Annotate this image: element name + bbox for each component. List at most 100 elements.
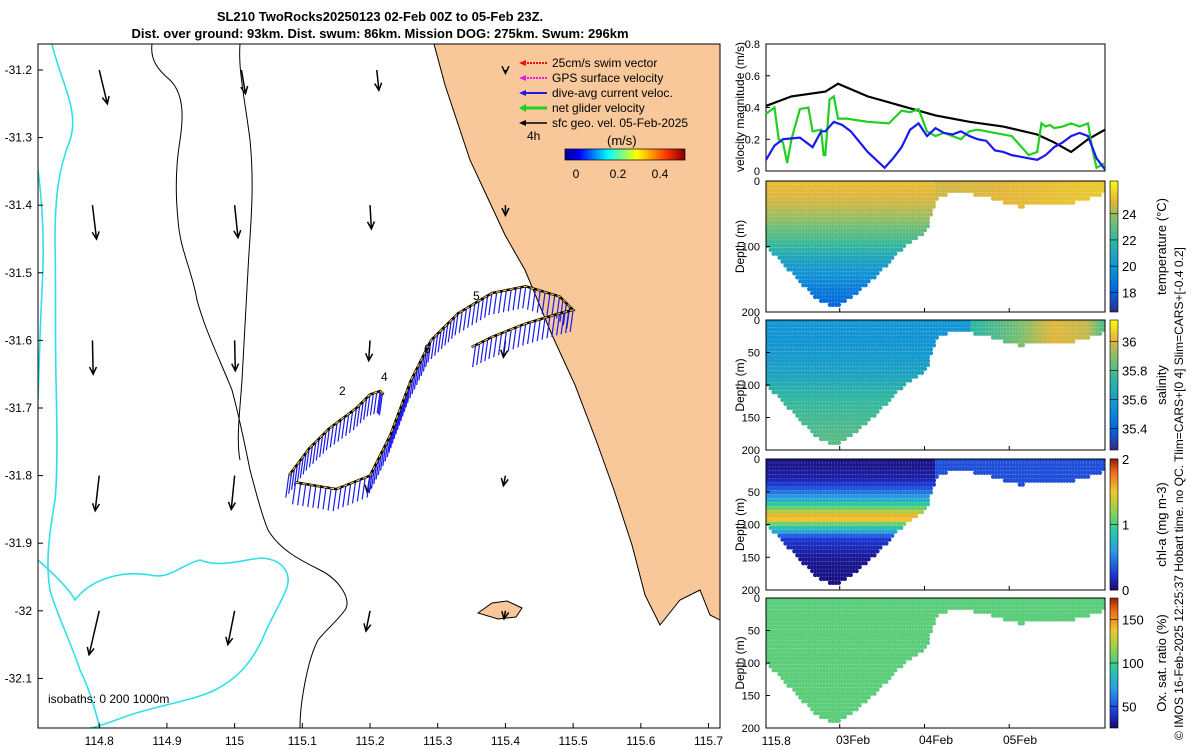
chla-sample [884,541,889,546]
current-vector [447,320,452,343]
current-vector [541,292,546,315]
salinity-depth-tick: 200 [742,445,760,457]
temperature-sample [836,302,842,307]
current-vector [305,448,310,471]
temperature-sample [925,223,931,229]
temperature-sample [884,263,889,268]
chla-sample [875,549,880,554]
salinity-depth-tick: 150 [742,413,760,425]
title-line-2: Dist. over ground: 93km. Dist. swum: 86k… [131,26,629,41]
temperature-sample [857,286,862,292]
temperature-sample [854,290,859,296]
current-vector [356,479,361,502]
chla-sample [857,564,862,570]
current-vector [315,438,320,461]
map-y-tick-label: -31.2 [5,63,33,77]
chla-sample [836,580,842,585]
salinity-sample [1100,323,1106,329]
map-legend: 25cm/s swim vector GPS surface velocity … [519,56,688,181]
vel-y-tick-label: 0 [754,166,760,178]
chla-sample [919,509,925,515]
salinity-sample [898,386,904,391]
glider-track [285,285,576,512]
current-vector [377,392,382,415]
current-vector [337,487,342,510]
current-vector [376,391,381,414]
geostrophic-velocity-arrows [86,65,510,657]
salinity-sample [907,378,913,383]
current-vector [329,425,334,448]
temperature-sample [887,259,892,264]
current-vector [302,452,307,475]
current-vector [332,489,337,512]
current-vector [480,340,485,364]
salinity-sample [1020,343,1025,348]
scale-label: 4h [527,129,540,143]
velocity-lines [765,82,1106,171]
geo-vel-arrow [225,610,236,647]
current-vector [352,407,358,431]
current-vector [551,314,556,337]
chla-sample [842,576,848,582]
chla-sample [907,517,913,523]
day-label-4: 4 [381,370,388,384]
current-vector [437,330,442,353]
chla-sample [931,478,937,483]
current-vector [333,422,338,445]
current-vector [497,291,503,314]
temperature-sample [878,267,883,272]
colorbar-tick-0: 0 [573,167,580,181]
chla-sample [922,505,928,511]
salinity-sample [872,413,877,418]
geo-vel-arrow [363,610,372,633]
salinity-sample [928,350,934,356]
vel-y-tick-label: 0.4 [745,103,760,115]
current-vector [349,410,354,433]
temperature-sample [934,196,939,201]
map-x-tick-label: 115.5 [559,734,588,748]
current-vector [378,393,384,416]
current-vector [522,286,527,309]
isobath-200m [151,44,348,728]
map-x-ticks: 114.8 114.9 115 115.1 115.2 115.3 115.4 115.5 11… [85,723,791,748]
salinity-sample [890,393,895,399]
map-x-tick-label: 114.9 [152,734,181,748]
current-vector [325,428,331,451]
temperature-sample [1085,196,1091,201]
current-vector [347,483,352,506]
geo-vel-arrow [364,340,374,363]
speed-colorbar [564,148,686,161]
velocity-series-1 [765,94,1106,170]
salinity-sample [863,421,868,426]
salinity-sample [842,436,848,442]
current-vector [454,313,459,336]
current-vector [322,487,327,510]
temperature-ylabel: Depth (m) [733,220,747,273]
temperature-sample [898,247,904,252]
chla-sample [898,525,904,530]
current-vector [359,401,364,424]
salinity-sample [943,331,948,336]
geo-vel-arrow [233,205,242,240]
salinity-sample [1100,319,1106,325]
salinity-depth-tick: 50 [748,348,760,360]
salinity-sample [878,405,883,410]
current-vector [512,327,517,350]
current-vector [555,313,561,336]
temperature-sample [893,251,898,256]
chla-sample [925,494,931,499]
geo-vel-arrow [374,69,383,92]
temperature-sample [931,204,937,209]
chla-sample [928,486,934,491]
current-vector [308,445,314,468]
current-vector [317,486,322,509]
salinity-sample [866,417,871,422]
salinity-depth-tick: 0 [754,315,760,327]
current-vector [361,477,366,500]
current-vector [369,393,375,416]
temperature-cb-tick: 20 [1122,259,1136,274]
geo-vel-arrow [91,205,100,241]
legend-swim-vector: 25cm/s swim vector [519,56,657,70]
current-vector [484,295,489,318]
salinity-cb-tick: 35.4 [1122,421,1147,436]
